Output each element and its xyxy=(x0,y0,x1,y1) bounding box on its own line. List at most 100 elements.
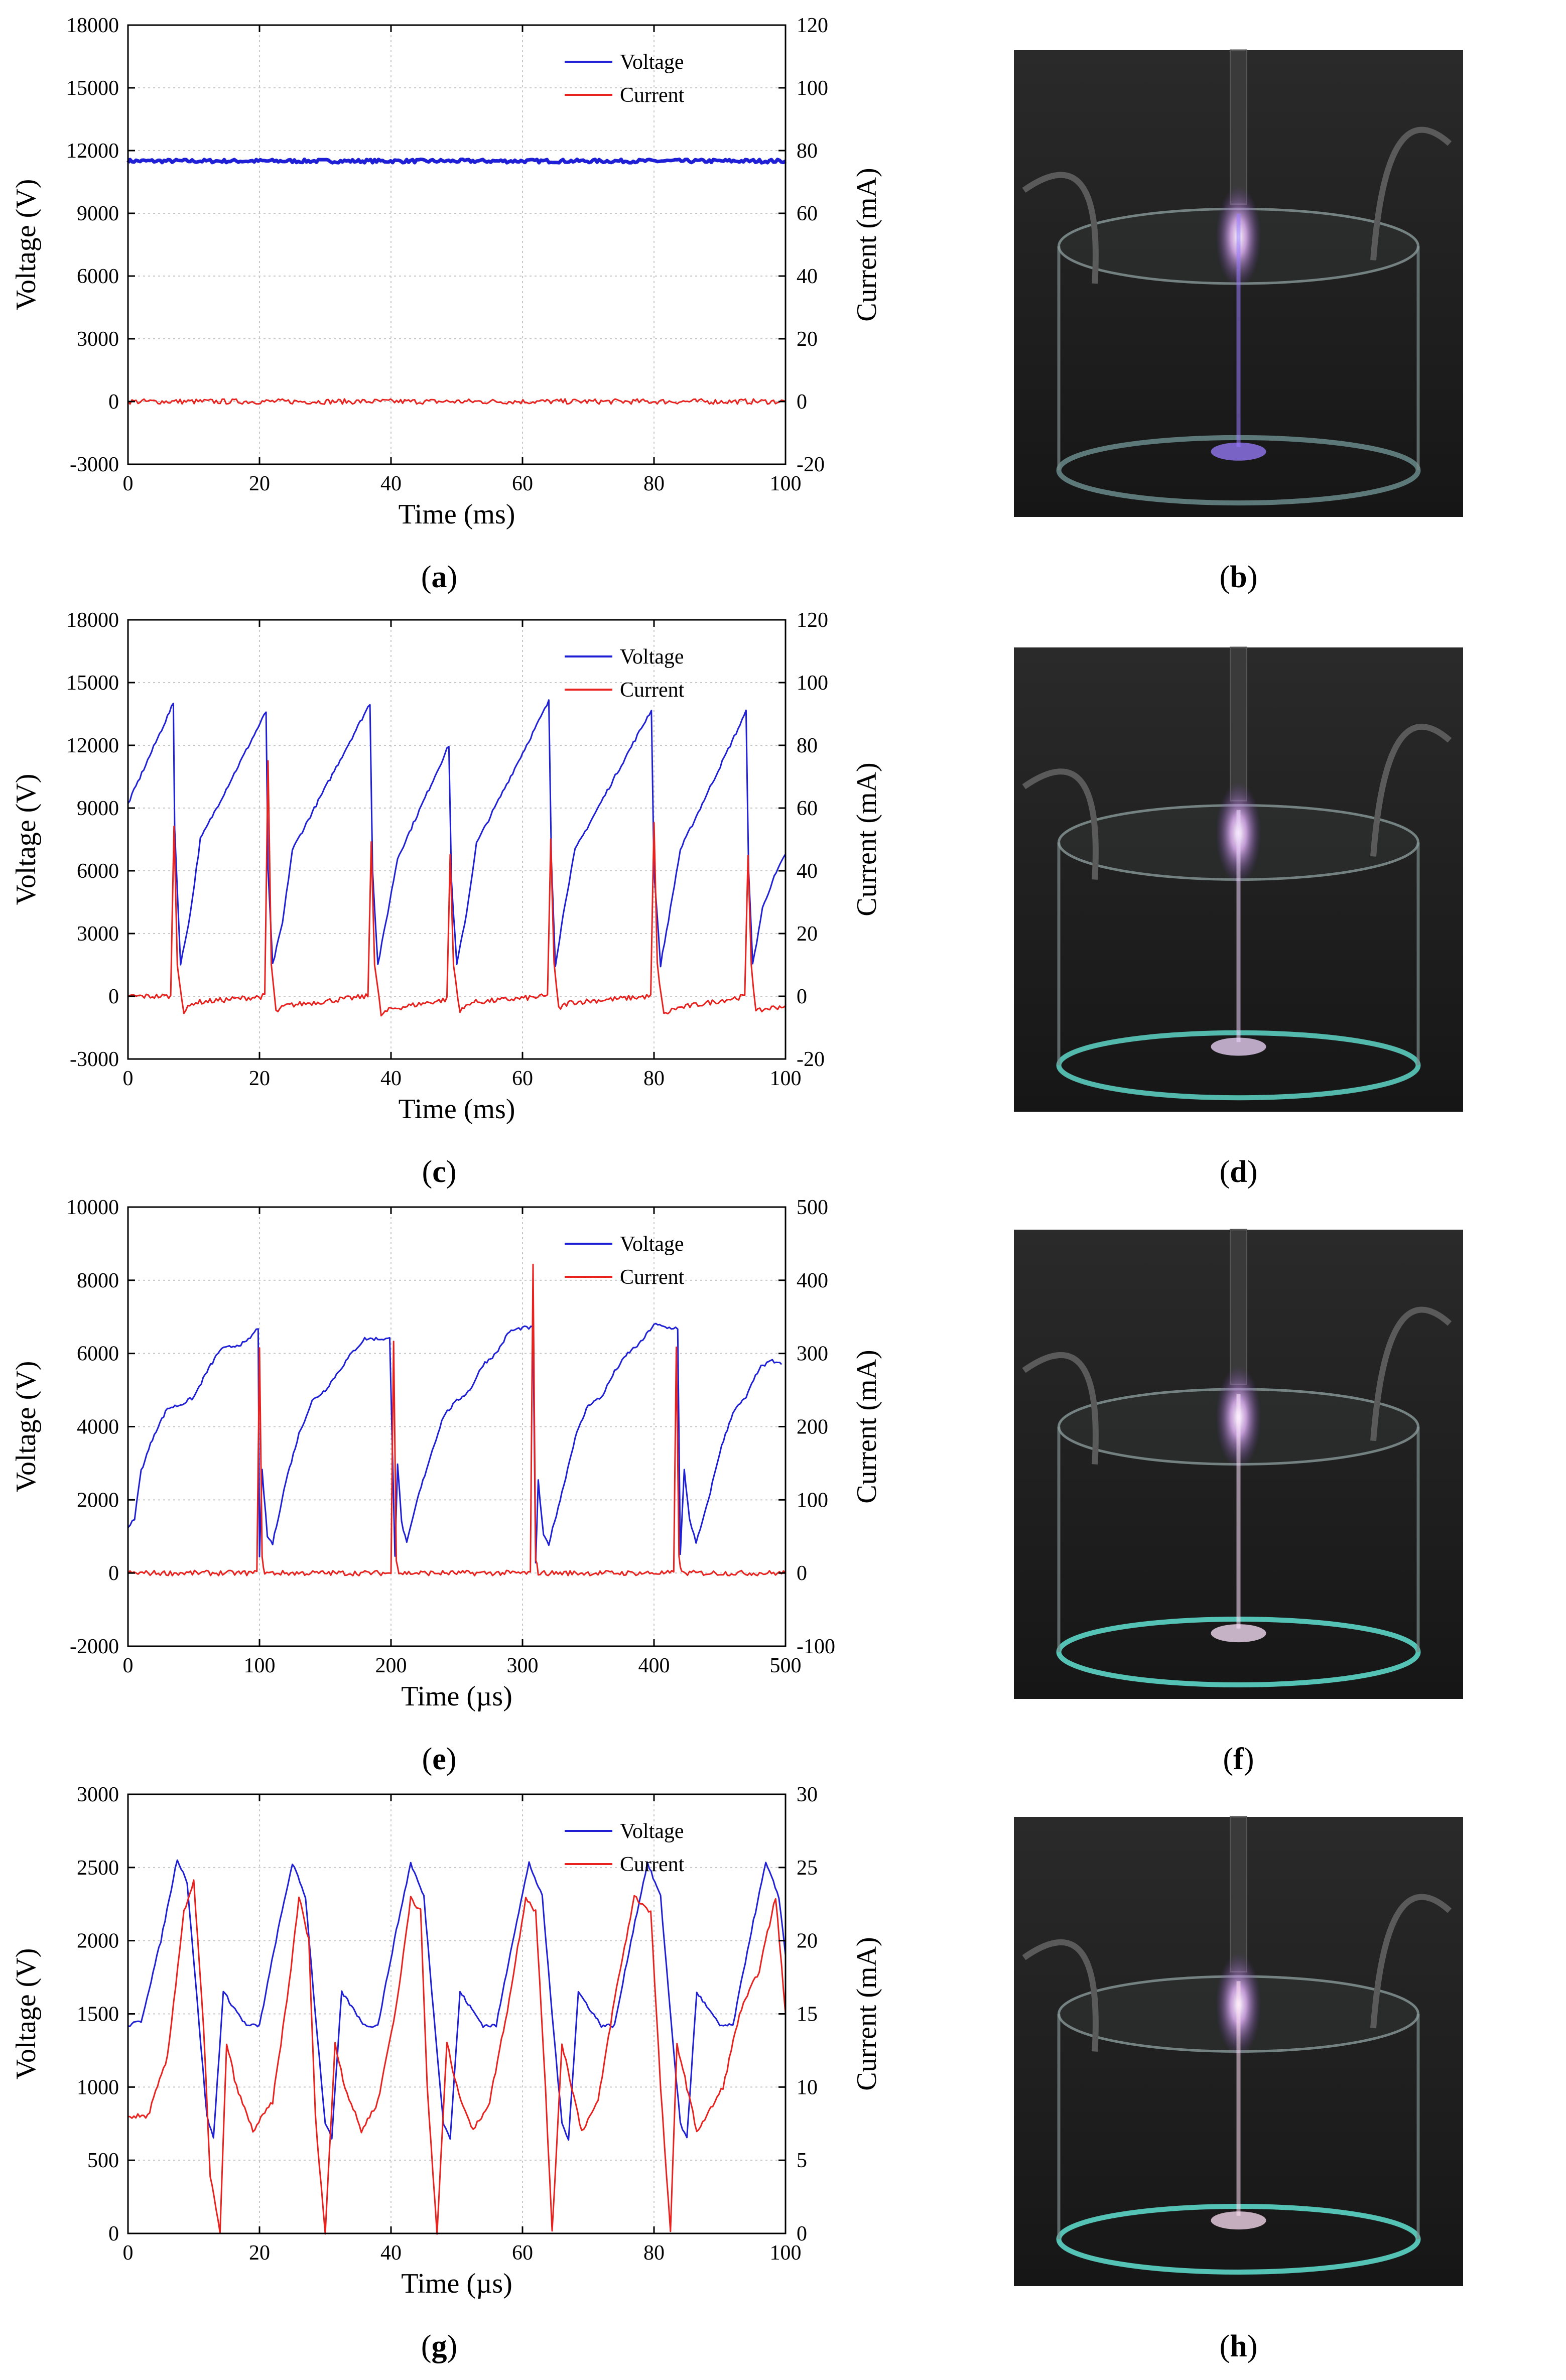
series-line-current xyxy=(127,398,786,405)
x-axis-title: Time (ms) xyxy=(399,1094,515,1125)
y-axis-title: Voltage (V) xyxy=(11,179,42,311)
y-tick-label: 6000 xyxy=(77,1343,119,1366)
y2-tick-label: 10 xyxy=(797,2076,818,2099)
y-tick-label: 0 xyxy=(108,985,119,1008)
x-tick-label: 60 xyxy=(512,472,533,495)
x-tick-label: 0 xyxy=(123,1654,134,1677)
y2-tick-label: 200 xyxy=(797,1416,828,1439)
dish-wall xyxy=(1057,842,1420,1066)
panel-caption-a: (a) xyxy=(421,560,457,594)
dish-wall xyxy=(1057,246,1420,470)
y2-tick-label: 25 xyxy=(797,1857,818,1880)
y-tick-label: 4000 xyxy=(77,1416,119,1439)
y-tick-label: -3000 xyxy=(70,453,119,476)
y-tick-label: 15000 xyxy=(66,77,119,100)
electrode xyxy=(1230,646,1247,802)
y-tick-label: 9000 xyxy=(77,797,119,820)
x-tick-label: 0 xyxy=(123,2241,134,2265)
y-tick-label: 8000 xyxy=(77,1269,119,1292)
series-line-current xyxy=(127,1879,787,2235)
x-tick-label: 20 xyxy=(249,2241,270,2265)
legend-current-label: Current xyxy=(620,679,685,702)
clamp-left xyxy=(1022,1939,1099,2052)
y2-tick-label: 400 xyxy=(797,1269,828,1292)
x-axis-title: Time (µs) xyxy=(401,1681,512,1712)
panel-caption-d: (d) xyxy=(1220,1155,1258,1189)
legend-voltage-label: Voltage xyxy=(620,51,684,74)
clamp-left xyxy=(1022,768,1099,880)
y2-tick-label: 0 xyxy=(797,390,807,414)
x-axis-title: Time (ms) xyxy=(399,499,515,530)
dish-wall xyxy=(1057,2014,1420,2239)
chart-c: 0 20 40 60 80 100-300003000600090001200015000… xyxy=(11,609,882,1125)
y-tick-label: 3000 xyxy=(77,328,119,351)
x-tick-label: 20 xyxy=(249,1067,270,1090)
y2-tick-label: -20 xyxy=(797,1048,825,1071)
series-line-voltage xyxy=(127,1323,782,1564)
photo-h xyxy=(1014,1816,1463,2286)
y-tick-label: 2000 xyxy=(77,1930,119,1953)
x-tick-label: 100 xyxy=(770,1067,802,1090)
y-tick-label: -3000 xyxy=(70,1048,119,1071)
y-tick-label: 500 xyxy=(87,2149,119,2172)
legend-voltage-label: Voltage xyxy=(620,645,684,669)
x-tick-label: 100 xyxy=(244,1654,276,1677)
y2-tick-label: 80 xyxy=(797,140,818,163)
clamp-right xyxy=(1370,723,1452,857)
y-tick-label: 12000 xyxy=(66,734,119,757)
y2-tick-label: 120 xyxy=(797,14,828,37)
legend-voltage-label: Voltage xyxy=(620,1233,684,1256)
x-tick-label: 40 xyxy=(380,1067,402,1090)
chart-g: 0 20 40 60 80 1000500100015002000250030000510… xyxy=(11,1783,882,2299)
y-tick-label: 9000 xyxy=(77,202,119,225)
y2-tick-label: -100 xyxy=(797,1635,835,1658)
y2-axis-title: Current (mA) xyxy=(851,762,882,916)
x-tick-label: 40 xyxy=(380,472,402,495)
photo-b xyxy=(1014,49,1463,517)
x-axis-title: Time (µs) xyxy=(401,2268,512,2299)
y-tick-label: 2000 xyxy=(77,1489,119,1512)
x-tick-label: 60 xyxy=(512,1067,533,1090)
y-tick-label: 3000 xyxy=(77,1783,119,1806)
y2-axis-title: Current (mA) xyxy=(851,1350,882,1503)
captions-layer: (a) (c) (e) (g) (b) (d) (f) (h) xyxy=(421,560,1258,2363)
y-tick-label: 18000 xyxy=(66,609,119,632)
series-line-current xyxy=(127,760,786,1017)
x-tick-label: 0 xyxy=(123,472,134,495)
photo-f xyxy=(1014,1229,1463,1699)
clamp-right xyxy=(1370,126,1452,260)
reflection-spot xyxy=(1211,1037,1266,1056)
panel-caption-h: (h) xyxy=(1220,2329,1258,2363)
x-tick-label: 0 xyxy=(123,1067,134,1090)
y2-tick-label: 0 xyxy=(797,2222,807,2245)
chart-e: 0 100 200 300 400 500-20000200040006000800010… xyxy=(11,1196,882,1712)
electrode xyxy=(1230,49,1247,205)
y2-tick-label: 40 xyxy=(797,265,818,288)
y2-tick-label: 300 xyxy=(797,1343,828,1366)
x-tick-label: 100 xyxy=(770,472,802,495)
y2-tick-label: 5 xyxy=(797,2149,807,2172)
x-tick-label: 80 xyxy=(643,2241,665,2265)
reflection-spot xyxy=(1211,1624,1266,1643)
clamp-right xyxy=(1370,1894,1452,2029)
y-tick-label: 6000 xyxy=(77,265,119,288)
y2-tick-label: 80 xyxy=(797,734,818,757)
x-tick-label: 300 xyxy=(507,1654,539,1677)
y-tick-label: 3000 xyxy=(77,922,119,946)
dish-wall xyxy=(1057,1426,1420,1652)
x-tick-label: 60 xyxy=(512,2241,533,2265)
y-axis-title: Voltage (V) xyxy=(11,1948,42,2080)
charts-layer: 0 20 40 60 80 100-300003000600090001200015000… xyxy=(11,14,882,2299)
y2-tick-label: 100 xyxy=(797,77,828,100)
photo-d xyxy=(1014,646,1463,1112)
y2-tick-label: 0 xyxy=(797,985,807,1008)
legend-current-label: Current xyxy=(620,1266,685,1289)
x-tick-label: 500 xyxy=(770,1654,802,1677)
y-tick-label: -2000 xyxy=(70,1635,119,1658)
x-tick-label: 200 xyxy=(375,1654,407,1677)
electrode xyxy=(1230,1229,1247,1386)
panel-caption-b: (b) xyxy=(1220,560,1258,594)
plot-frame xyxy=(127,24,787,465)
clamp-left xyxy=(1022,1352,1099,1465)
